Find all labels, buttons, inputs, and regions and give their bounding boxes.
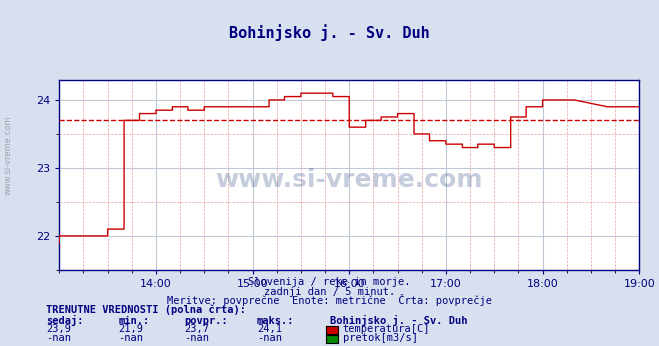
Text: www.si-vreme.com: www.si-vreme.com xyxy=(215,169,483,192)
Text: sedaj:: sedaj: xyxy=(46,315,84,326)
Text: povpr.:: povpr.: xyxy=(185,316,228,326)
Text: min.:: min.: xyxy=(119,316,150,326)
Text: temperatura[C]: temperatura[C] xyxy=(343,324,430,334)
Text: 24,1: 24,1 xyxy=(257,324,282,334)
Text: maks.:: maks.: xyxy=(257,316,295,326)
Text: 21,9: 21,9 xyxy=(119,324,144,334)
Text: 23,7: 23,7 xyxy=(185,324,210,334)
Text: Bohinjsko j. - Sv. Duh: Bohinjsko j. - Sv. Duh xyxy=(229,24,430,41)
Text: Bohinjsko j. - Sv. Duh: Bohinjsko j. - Sv. Duh xyxy=(330,315,467,326)
Text: -nan: -nan xyxy=(185,333,210,343)
Text: Meritve: povprečne  Enote: metrične  Črta: povprečje: Meritve: povprečne Enote: metrične Črta:… xyxy=(167,294,492,306)
Text: Slovenija / reke in morje.: Slovenija / reke in morje. xyxy=(248,277,411,288)
Text: -nan: -nan xyxy=(46,333,71,343)
Text: pretok[m3/s]: pretok[m3/s] xyxy=(343,333,418,343)
Text: -nan: -nan xyxy=(257,333,282,343)
Text: -nan: -nan xyxy=(119,333,144,343)
Text: www.si-vreme.com: www.si-vreme.com xyxy=(3,116,13,195)
Text: 23,9: 23,9 xyxy=(46,324,71,334)
Text: TRENUTNE VREDNOSTI (polna črta):: TRENUTNE VREDNOSTI (polna črta): xyxy=(46,304,246,315)
Text: zadnji dan / 5 minut.: zadnji dan / 5 minut. xyxy=(264,287,395,297)
